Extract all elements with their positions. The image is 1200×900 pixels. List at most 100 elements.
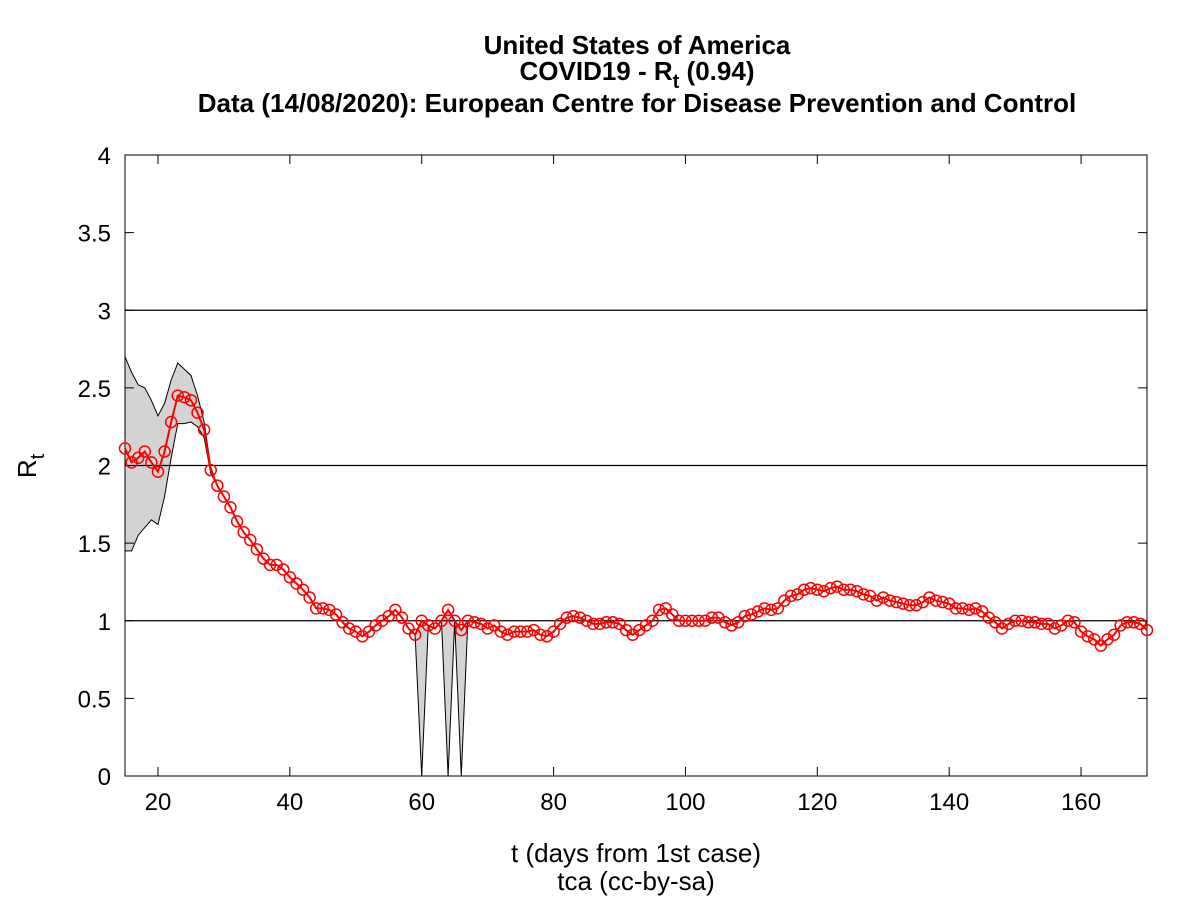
- rt-point: [230, 515, 244, 528]
- rt-point: [184, 394, 198, 407]
- rt-point: [158, 445, 171, 458]
- title-line1: United States of America: [484, 30, 791, 60]
- rt-point: [520, 625, 534, 638]
- rt-point: [435, 614, 448, 627]
- rt-point: [804, 581, 817, 595]
- rt-point: [1015, 614, 1028, 627]
- rt-point: [870, 594, 883, 607]
- rt-point: [250, 543, 264, 556]
- rt-point: [1114, 619, 1127, 632]
- rt-point: [573, 611, 587, 624]
- y-tick-label: 1.5: [78, 531, 111, 558]
- rt-point: [316, 602, 330, 615]
- rt-point: [534, 628, 547, 641]
- rt-point: [830, 580, 844, 593]
- band-lower: [125, 421, 1148, 777]
- rt-point: [290, 577, 303, 590]
- rt-point: [962, 603, 976, 617]
- rt-point: [567, 609, 580, 623]
- rt-point: [481, 622, 494, 635]
- rt-point: [1088, 633, 1101, 646]
- rt-point: [342, 622, 356, 635]
- rt-point: [580, 614, 593, 627]
- rt-point: [178, 390, 191, 404]
- y-label-text: R: [12, 459, 42, 478]
- rt-point: [1134, 617, 1147, 631]
- rt-point: [975, 605, 989, 618]
- rt-point: [1094, 639, 1108, 652]
- rt-point: [784, 589, 798, 603]
- rt-point: [224, 501, 237, 514]
- title-text: COVID19 - R: [520, 56, 673, 86]
- rt-point: [698, 614, 712, 627]
- x-axis-label: t (days from 1st case): [511, 838, 761, 868]
- rt-point: [362, 625, 376, 638]
- rt-point: [1107, 628, 1121, 641]
- y-tick-label: 4: [98, 143, 111, 170]
- rt-point: [553, 617, 567, 631]
- rt-point: [204, 463, 217, 477]
- rt-point: [263, 558, 277, 572]
- rt-point: [1002, 617, 1015, 631]
- rt-point: [652, 603, 666, 617]
- band-upper: [124, 356, 1148, 647]
- rt-point: [586, 617, 600, 631]
- title-line3: Data (14/08/2020): European Centre for D…: [198, 88, 1076, 118]
- rt-point: [797, 583, 811, 596]
- rt-point: [244, 533, 257, 547]
- rt-point: [600, 616, 613, 629]
- rt-point: [1068, 616, 1081, 629]
- rt-point: [257, 552, 270, 565]
- rt-point: [329, 608, 343, 621]
- rt-point: [309, 602, 323, 615]
- rt-point: [883, 594, 897, 607]
- y-tick-label: 1: [98, 609, 111, 636]
- x-tick-label: 120: [797, 789, 837, 816]
- y-label-subscript: t: [27, 453, 49, 459]
- rt-point: [1061, 614, 1075, 627]
- caption: tca (cc-by-sa): [557, 866, 714, 896]
- rt-point: [969, 602, 982, 615]
- rt-point: [211, 479, 224, 492]
- rt-point: [514, 625, 527, 638]
- rt-point: [422, 619, 435, 632]
- rt-point: [171, 389, 184, 402]
- title-subscript: t: [673, 71, 680, 93]
- rt-point: [501, 628, 514, 641]
- rt-point: [659, 602, 672, 615]
- rt-point: [402, 622, 415, 635]
- rt-point: [494, 625, 508, 638]
- rt-point: [1081, 630, 1094, 643]
- rt-point: [989, 616, 1002, 629]
- rt-point: [507, 625, 521, 638]
- rt-point: [903, 598, 916, 612]
- x-tick-label: 60: [408, 789, 435, 816]
- rt-point: [138, 445, 152, 458]
- rt-point: [817, 585, 831, 598]
- rt-point: [276, 563, 290, 576]
- rt-point: [1008, 614, 1022, 627]
- title-suffix: (0.94): [679, 56, 754, 86]
- rt-point: [956, 602, 969, 615]
- rt-point: [896, 597, 910, 610]
- rt-point: [1120, 616, 1134, 629]
- rt-point: [923, 591, 936, 604]
- rt-point: [428, 622, 442, 635]
- y-tick-label: 3.5: [78, 221, 111, 248]
- rt-point: [1140, 623, 1154, 637]
- rt-point: [692, 614, 705, 627]
- rt-point: [1048, 622, 1061, 635]
- rt-point: [731, 616, 745, 629]
- rt-point: [909, 598, 923, 612]
- rt-point: [613, 617, 626, 631]
- y-tick-label: 2: [98, 454, 111, 481]
- rt-point: [547, 625, 560, 638]
- rt-point: [764, 603, 778, 617]
- rt-point: [824, 581, 837, 595]
- rt-point: [441, 603, 455, 617]
- y-tick-label: 2.5: [78, 376, 111, 403]
- rt-point: [1035, 617, 1048, 631]
- rt-point: [1127, 616, 1141, 629]
